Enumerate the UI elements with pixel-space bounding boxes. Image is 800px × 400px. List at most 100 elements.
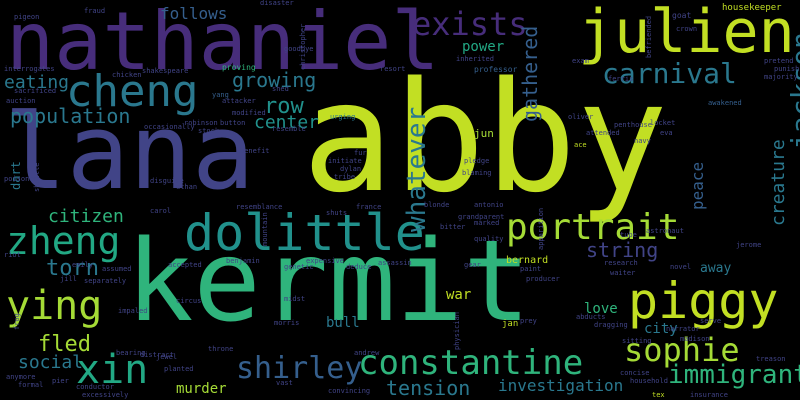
word: formal <box>18 381 44 389</box>
word: pretend <box>764 57 794 65</box>
word: midst <box>284 295 306 303</box>
word: insurance <box>690 391 728 399</box>
word: initiate <box>328 157 362 165</box>
word: punish <box>774 65 800 73</box>
word: blaming <box>462 169 492 177</box>
word: majority <box>764 73 798 81</box>
word: assassin <box>378 259 412 267</box>
word: modified <box>232 109 266 117</box>
word: bernard <box>506 255 549 266</box>
word: france <box>356 203 382 211</box>
word: eva <box>660 129 673 137</box>
word: lana <box>4 91 255 213</box>
word: resemblance <box>236 203 283 211</box>
word: immigrant <box>668 360 800 390</box>
word: yang <box>212 91 229 99</box>
word: conductor <box>76 383 114 391</box>
word: blonde <box>424 201 450 209</box>
word: sophie <box>624 331 740 369</box>
word: quality <box>474 235 504 243</box>
word: anymore <box>6 373 36 381</box>
word: locket <box>650 119 676 127</box>
word: distract <box>140 351 174 359</box>
word: exam <box>572 57 589 65</box>
word: torn <box>46 256 99 281</box>
word: pier <box>52 377 69 385</box>
word: away <box>700 261 732 276</box>
word: befriended <box>645 15 653 58</box>
word: auction <box>6 97 36 105</box>
word: bearing <box>116 349 146 357</box>
word: resort <box>380 65 406 73</box>
word: nathaniel <box>6 0 440 88</box>
word: jackson <box>785 31 800 150</box>
word: producer <box>526 275 560 283</box>
word: carnival <box>602 57 737 90</box>
word: power <box>462 39 505 55</box>
word: concise <box>620 369 650 377</box>
word: ethan <box>176 183 198 191</box>
word: urging <box>330 113 356 121</box>
word: narrator <box>666 325 700 333</box>
word: resemble <box>272 125 306 133</box>
word: attended <box>586 129 620 137</box>
word: eating <box>4 72 70 93</box>
word: dragging <box>594 321 628 329</box>
word: waiter <box>610 269 636 277</box>
word: genetic <box>284 263 314 271</box>
word: fled <box>38 332 91 357</box>
word: interrogates <box>4 65 55 73</box>
word: oliver <box>568 113 594 121</box>
word: string <box>586 238 659 262</box>
word: paint <box>520 265 542 273</box>
word: ferris <box>608 75 634 83</box>
word: tribe <box>334 173 356 181</box>
word: tension <box>386 376 471 400</box>
word: button <box>220 119 246 127</box>
word: murder <box>176 381 227 397</box>
word: ace <box>574 141 587 149</box>
word: navy <box>634 137 651 145</box>
word: cheng <box>66 66 199 117</box>
word: christopher <box>299 23 307 70</box>
word: love <box>584 301 618 317</box>
word: exists <box>412 5 528 43</box>
word: emily <box>72 261 94 269</box>
word: treason <box>756 355 786 363</box>
word: occasionally <box>144 123 195 131</box>
word: bull <box>326 315 360 331</box>
word: julien <box>578 0 795 67</box>
word: social <box>18 352 84 373</box>
word: kermit <box>126 217 531 347</box>
word: shed <box>272 85 289 93</box>
word: circus <box>176 297 202 305</box>
word: goat <box>672 11 692 20</box>
word: benefit <box>240 147 270 155</box>
word: attacker <box>222 97 256 105</box>
word: sacrificed <box>14 87 57 95</box>
word: fur <box>354 149 367 157</box>
word: city <box>644 321 678 337</box>
word: serve <box>700 317 722 325</box>
word: abby <box>302 49 669 226</box>
word: shuts <box>326 209 348 217</box>
word: throne <box>208 345 234 353</box>
word: assumed <box>102 265 132 273</box>
word: jill <box>60 275 77 283</box>
word: disaster <box>260 0 294 7</box>
word: accepted <box>168 261 202 269</box>
word: dylan <box>340 165 362 173</box>
word: tex <box>652 391 665 399</box>
word: marked <box>474 219 500 227</box>
word: dolittle <box>184 204 425 262</box>
word: vast <box>276 379 293 387</box>
word: household <box>630 377 668 385</box>
word: convincing <box>328 387 371 395</box>
word: robinson <box>184 119 218 127</box>
word: inherited <box>456 55 494 63</box>
word: ying <box>6 283 103 329</box>
word: astronaut <box>646 227 684 235</box>
word: portrait <box>506 207 680 248</box>
word: constantine <box>358 343 584 383</box>
